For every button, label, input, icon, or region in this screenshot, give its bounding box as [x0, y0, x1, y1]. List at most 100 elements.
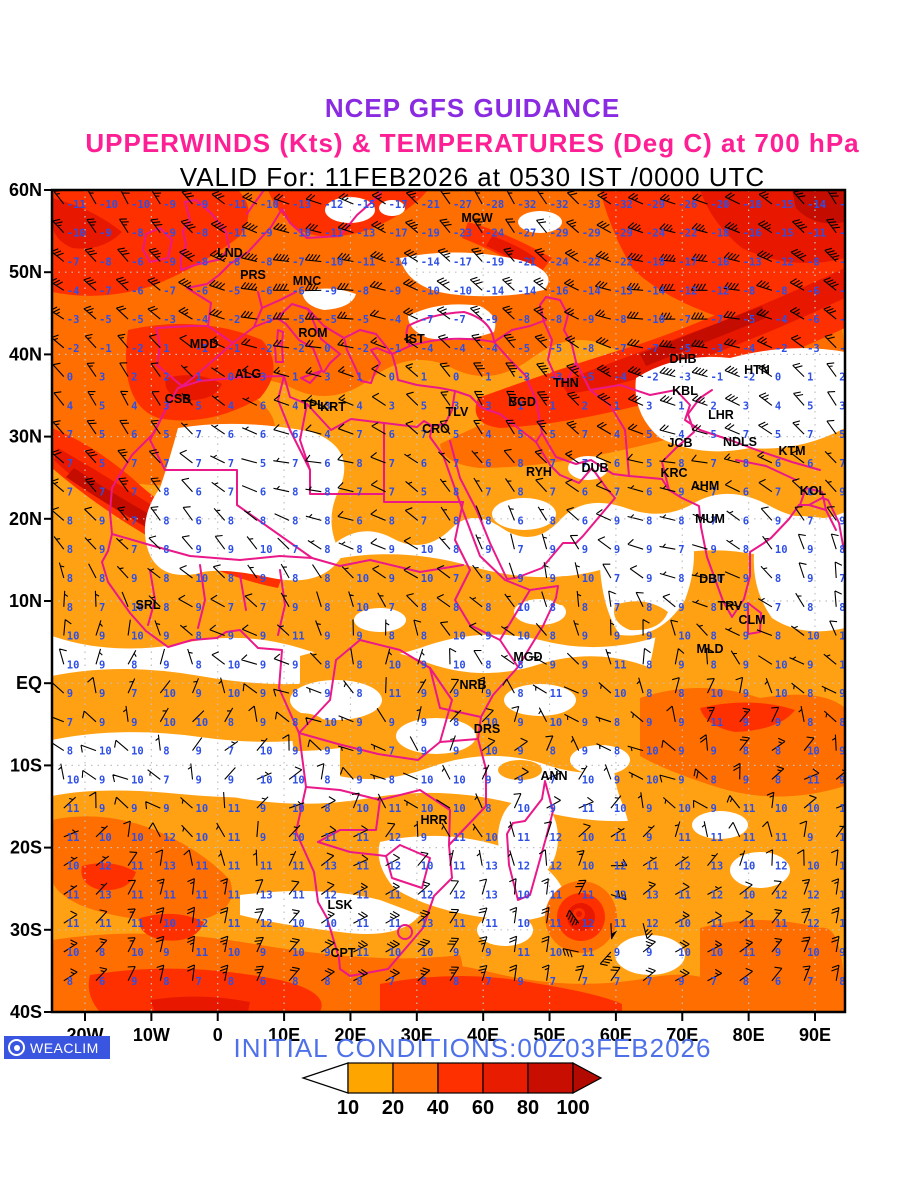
- svg-text:-11: -11: [228, 228, 247, 240]
- svg-text:-8: -8: [743, 285, 756, 297]
- svg-text:6: 6: [196, 515, 202, 527]
- svg-text:11: 11: [356, 947, 369, 959]
- svg-text:10: 10: [421, 573, 434, 585]
- svg-text:10: 10: [163, 918, 176, 930]
- coastlines-borders: [101, 190, 845, 977]
- svg-text:7: 7: [389, 487, 395, 499]
- svg-text:10: 10: [807, 861, 820, 873]
- axis-label-lon: 70E: [666, 1025, 698, 1045]
- svg-text:-18: -18: [711, 228, 730, 240]
- svg-text:8: 8: [99, 573, 105, 585]
- weaclim-logo: WEACLIM: [4, 1036, 110, 1059]
- svg-text:10: 10: [743, 890, 756, 902]
- svg-text:5: 5: [807, 400, 813, 412]
- wind-barbs: [52, 190, 845, 982]
- svg-text:2: 2: [839, 372, 845, 384]
- svg-text:9: 9: [839, 746, 845, 758]
- svg-text:9: 9: [743, 573, 749, 585]
- svg-text:9: 9: [260, 947, 266, 959]
- svg-text:9: 9: [646, 631, 652, 643]
- svg-text:12: 12: [453, 890, 466, 902]
- svg-text:9: 9: [196, 774, 202, 786]
- svg-text:6: 6: [775, 976, 781, 988]
- svg-text:8: 8: [163, 573, 169, 585]
- svg-text:11: 11: [485, 918, 498, 930]
- svg-text:-10: -10: [421, 285, 440, 297]
- svg-text:9: 9: [453, 947, 459, 959]
- svg-text:-7: -7: [614, 343, 627, 355]
- svg-text:10: 10: [711, 947, 724, 959]
- station-label-KTM: KTM: [778, 444, 805, 458]
- axis-label-lat: 10N: [9, 591, 42, 611]
- svg-text:7: 7: [614, 487, 620, 499]
- svg-text:11: 11: [228, 918, 241, 930]
- svg-text:9: 9: [678, 717, 684, 729]
- svg-text:10: 10: [550, 947, 563, 959]
- svg-text:11: 11: [292, 631, 305, 643]
- svg-text:-12: -12: [839, 199, 858, 211]
- svg-text:9: 9: [550, 573, 556, 585]
- svg-text:9: 9: [485, 774, 491, 786]
- colorbar-segment: [347, 1062, 394, 1094]
- colorbar-tick-label: 40: [427, 1097, 449, 1119]
- axis-label-lat: EQ: [16, 673, 42, 693]
- svg-text:-5: -5: [324, 314, 337, 326]
- svg-text:9: 9: [646, 803, 652, 815]
- svg-text:-22: -22: [614, 257, 633, 269]
- svg-text:8: 8: [324, 573, 330, 585]
- svg-text:8: 8: [324, 774, 330, 786]
- svg-text:-32: -32: [517, 199, 536, 211]
- svg-text:0: 0: [228, 372, 234, 384]
- svg-text:12: 12: [421, 890, 434, 902]
- svg-text:9: 9: [517, 774, 523, 786]
- svg-text:11: 11: [550, 688, 563, 700]
- svg-text:-14: -14: [485, 285, 504, 297]
- svg-text:6: 6: [99, 976, 105, 988]
- svg-text:9: 9: [582, 688, 588, 700]
- axis-label-lon: 30E: [401, 1025, 433, 1045]
- svg-text:8: 8: [67, 746, 73, 758]
- svg-text:6: 6: [421, 976, 427, 988]
- svg-text:-5: -5: [260, 314, 273, 326]
- svg-text:9: 9: [646, 832, 652, 844]
- svg-text:9: 9: [678, 659, 684, 671]
- svg-text:9: 9: [678, 774, 684, 786]
- chart-title: NCEP GFS GUIDANCE: [324, 93, 621, 123]
- svg-text:12: 12: [324, 890, 337, 902]
- svg-text:9: 9: [582, 746, 588, 758]
- svg-text:-17: -17: [678, 257, 697, 269]
- svg-text:-14: -14: [582, 285, 601, 297]
- svg-text:8: 8: [67, 976, 73, 988]
- svg-text:-3: -3: [711, 343, 724, 355]
- svg-text:-2: -2: [131, 343, 144, 355]
- svg-text:8: 8: [839, 602, 845, 614]
- svg-text:9: 9: [743, 688, 749, 700]
- svg-text:8: 8: [260, 515, 266, 527]
- svg-text:9: 9: [678, 746, 684, 758]
- axis-label-lon: 10E: [268, 1025, 300, 1045]
- svg-text:-13: -13: [292, 199, 311, 211]
- svg-text:9: 9: [550, 544, 556, 556]
- svg-text:3: 3: [163, 400, 169, 412]
- svg-text:-11: -11: [324, 228, 343, 240]
- svg-text:7: 7: [260, 602, 266, 614]
- svg-text:11: 11: [67, 918, 80, 930]
- svg-text:9: 9: [389, 717, 395, 729]
- svg-text:10: 10: [485, 717, 498, 729]
- svg-text:7: 7: [67, 487, 73, 499]
- svg-text:8: 8: [453, 602, 459, 614]
- svg-text:8: 8: [163, 746, 169, 758]
- svg-text:10: 10: [421, 803, 434, 815]
- axis-label-lon: 10W: [133, 1025, 170, 1045]
- station-label-AHM: AHM: [691, 479, 719, 493]
- svg-text:9: 9: [550, 803, 556, 815]
- svg-text:8: 8: [389, 515, 395, 527]
- svg-text:9: 9: [228, 544, 234, 556]
- svg-text:9: 9: [807, 573, 813, 585]
- svg-text:5: 5: [550, 429, 556, 441]
- svg-text:10: 10: [228, 947, 241, 959]
- svg-text:9: 9: [67, 688, 73, 700]
- svg-text:9: 9: [292, 659, 298, 671]
- svg-text:8: 8: [196, 659, 202, 671]
- svg-text:-21: -21: [517, 257, 536, 269]
